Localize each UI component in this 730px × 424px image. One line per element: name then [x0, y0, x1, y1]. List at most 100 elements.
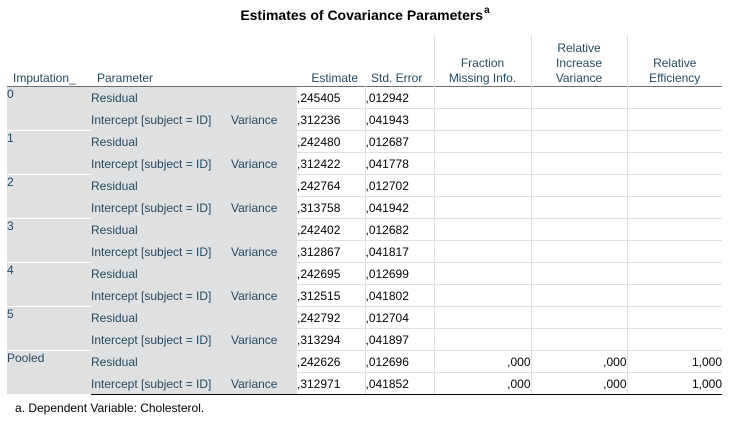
parameter-cell: Intercept [subject = ID]: [91, 284, 231, 307]
variance-label-cell: Variance: [231, 372, 297, 395]
relative-increase-cell: [530, 130, 627, 153]
table-row: Intercept [subject = ID] Variance ,312867,…: [7, 240, 722, 263]
table-row: Intercept [subject = ID] Variance ,312236,…: [7, 108, 722, 131]
parameter-cell: Residual: [91, 218, 231, 241]
variance-label-cell: [231, 306, 297, 329]
fraction-missing-cell: [433, 284, 531, 307]
variance-label-cell: [231, 174, 297, 197]
variance-label-cell: [231, 350, 297, 373]
fraction-missing-cell: [433, 86, 531, 109]
header-relative-efficiency-line1: Relative: [653, 56, 697, 70]
relative-efficiency-cell: [626, 306, 722, 329]
header-fraction-missing-line2: Missing Info.: [448, 71, 517, 85]
parameter-cell: Intercept [subject = ID]: [91, 152, 231, 175]
parameter-cell: Residual: [91, 130, 231, 153]
estimate-cell: ,312422: [297, 152, 365, 175]
fraction-missing-cell: [433, 108, 531, 131]
std-error-cell: ,041778: [364, 152, 434, 175]
header-imputation: Imputation_: [13, 71, 76, 85]
std-error-cell: ,041943: [364, 108, 434, 131]
relative-efficiency-cell: [626, 196, 722, 219]
imputation-cell: 2: [7, 174, 91, 219]
std-error-cell: ,012696: [364, 350, 434, 373]
table-row: Intercept [subject = ID] Variance ,312971,…: [7, 372, 722, 395]
variance-label-cell: Variance: [231, 328, 297, 351]
header-relative-efficiency: Relative Efficiency: [627, 35, 722, 87]
estimate-cell: ,242792: [297, 306, 365, 329]
variance-label-cell: Variance: [231, 196, 297, 219]
fraction-missing-cell: [433, 196, 531, 219]
header-row: Imputation_ Parameter Estimate Std. Erro…: [7, 35, 722, 87]
variance-label-cell: Variance: [231, 240, 297, 263]
fraction-missing-cell: [433, 240, 531, 263]
relative-increase-cell: [530, 152, 627, 175]
header-relative-increase-line1: Relative: [557, 41, 601, 55]
imputation-cell: 0: [7, 86, 91, 131]
variance-label-cell: [231, 262, 297, 285]
relative-increase-cell: ,000: [530, 350, 627, 373]
estimate-cell: ,312515: [297, 284, 365, 307]
relative-increase-cell: ,000: [530, 372, 627, 395]
parameter-cell: Intercept [subject = ID]: [91, 108, 231, 131]
table-row: 3 Residual ,242402,012682: [7, 218, 722, 263]
imputation-cell: 4: [7, 262, 91, 307]
table-body: 0 Residual ,245405,012942 Intercept [subjec…: [7, 86, 722, 395]
std-error-cell: ,041817: [364, 240, 434, 263]
table-row: 0 Residual ,245405,012942: [7, 86, 722, 131]
header-relative-efficiency-line2: Efficiency: [649, 71, 701, 85]
parameter-cell: Intercept [subject = ID]: [91, 196, 231, 219]
table-row: 5 Residual ,242792,012704: [7, 306, 722, 351]
fraction-missing-cell: [433, 218, 531, 241]
std-error-cell: ,012687: [364, 130, 434, 153]
relative-increase-cell: [530, 218, 627, 241]
relative-efficiency-cell: 1,000: [626, 350, 722, 373]
relative-efficiency-cell: [626, 130, 722, 153]
fraction-missing-cell: [433, 328, 531, 351]
table-row: Intercept [subject = ID] Variance ,312422,…: [7, 152, 722, 175]
imputation-cell: Pooled: [7, 350, 91, 395]
variance-label-cell: Variance: [231, 152, 297, 175]
estimate-cell: ,242695: [297, 262, 365, 285]
relative-increase-cell: [530, 284, 627, 307]
parameter-cell: Intercept [subject = ID]: [91, 240, 231, 263]
estimate-cell: ,313758: [297, 196, 365, 219]
header-fraction-missing: Fraction Missing Info.: [434, 35, 532, 87]
variance-label-cell: Variance: [231, 108, 297, 131]
parameter-cell: Intercept [subject = ID]: [91, 372, 231, 395]
relative-efficiency-cell: [626, 174, 722, 197]
relative-increase-cell: [530, 262, 627, 285]
relative-efficiency-cell: [626, 240, 722, 263]
parameter-cell: Residual: [91, 174, 231, 197]
fraction-missing-cell: [433, 130, 531, 153]
std-error-cell: ,041942: [364, 196, 434, 219]
parameter-cell: Intercept [subject = ID]: [91, 328, 231, 351]
relative-efficiency-cell: [626, 262, 722, 285]
parameter-cell: Residual: [91, 262, 231, 285]
header-fraction-missing-line1: Fraction: [460, 56, 505, 70]
estimate-cell: ,242480: [297, 130, 365, 153]
table-row: Intercept [subject = ID] Variance ,312515,…: [7, 284, 722, 307]
relative-increase-cell: [530, 86, 627, 109]
estimate-cell: ,242626: [297, 350, 365, 373]
relative-increase-cell: [530, 196, 627, 219]
variance-label-cell: [231, 86, 297, 109]
relative-efficiency-cell: [626, 152, 722, 175]
table-row: Pooled Residual ,242626,012696,000,000 1,00…: [7, 350, 722, 395]
header-relative-increase: Relative Increase Variance: [531, 35, 628, 87]
relative-efficiency-cell: [626, 86, 722, 109]
relative-efficiency-cell: [626, 218, 722, 241]
header-relative-increase-line3: Variance: [555, 71, 603, 85]
std-error-cell: ,041802: [364, 284, 434, 307]
footnote: a. Dependent Variable: Cholesterol.: [15, 401, 205, 415]
imputation-cell: 5: [7, 306, 91, 351]
std-error-cell: ,012702: [364, 174, 434, 197]
header-parameter: Parameter: [97, 71, 154, 85]
relative-efficiency-cell: [626, 284, 722, 307]
std-error-cell: ,012682: [364, 218, 434, 241]
header-relative-increase-line2: Increase: [555, 56, 603, 70]
header-std-error: Std. Error: [365, 35, 435, 87]
std-error-cell: ,012704: [364, 306, 434, 329]
std-error-cell: ,012699: [364, 262, 434, 285]
estimate-cell: ,242402: [297, 218, 365, 241]
parameter-cell: Residual: [91, 86, 231, 109]
